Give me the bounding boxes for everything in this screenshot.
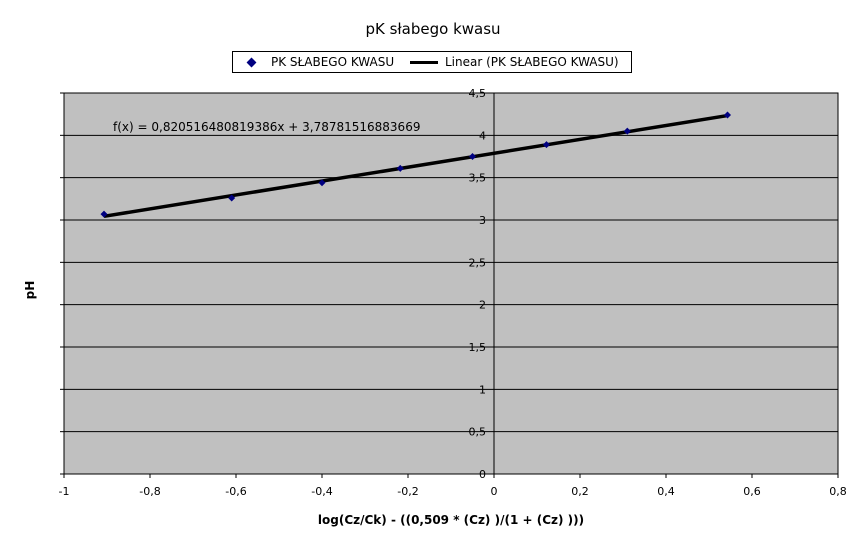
trendline-equation: f(x) = 0,820516480819386x + 3,7878151688… [113, 120, 421, 134]
plot-background [64, 93, 838, 474]
chart-title: pK słabego kwasu [365, 20, 501, 38]
y-tick-label: 1,5 [469, 341, 487, 354]
y-tick-label: 3,5 [469, 172, 487, 185]
y-tick-label: 2,5 [469, 256, 487, 269]
x-tick-label: -0,6 [225, 485, 246, 498]
legend-line-marker [410, 61, 438, 64]
data-point [228, 194, 236, 202]
plot-frame [63, 92, 839, 475]
trendline [103, 113, 728, 219]
x-tick-label: 0,4 [657, 485, 675, 498]
data-point [469, 153, 476, 160]
legend-label-trendline: Linear (PK SŁABEGO KWASU) [445, 55, 619, 69]
y-tick-label: 1 [479, 383, 486, 396]
x-tick-label: 0,2 [571, 485, 589, 498]
y-tick-label: 0 [479, 468, 486, 481]
x-axis-label: log(Cz/Ck) - ((0,509 * (Cz) )/(1 + (Cz) … [317, 513, 585, 527]
data-point [396, 164, 404, 172]
y-tick-label: 3 [479, 214, 486, 227]
x-tick-label: 0 [491, 485, 498, 498]
data-point [318, 179, 326, 187]
legend-label-series: PK SŁABEGO KWASU [271, 55, 395, 69]
data-point [623, 127, 631, 135]
x-tick-label: 0,8 [829, 485, 847, 498]
x-tick-label: -0,8 [139, 485, 160, 498]
y-tick-label: 2 [479, 299, 486, 312]
x-tick-label: 0,6 [743, 485, 761, 498]
y-tick-label: 4,5 [469, 87, 487, 100]
y-tick-label: 4 [479, 129, 486, 142]
data-point [723, 111, 731, 119]
y-tick-label: 0,5 [469, 426, 487, 439]
x-tick-label: -0,2 [397, 485, 418, 498]
x-tick-label: -0,4 [311, 485, 332, 498]
y-axis-label: pH [23, 280, 37, 300]
x-tick-label: -1 [59, 485, 70, 498]
data-point [100, 210, 108, 218]
chart-legend: PK SŁABEGO KWASU Linear (PK SŁABEGO KWAS… [232, 51, 632, 73]
data-point [542, 141, 550, 149]
